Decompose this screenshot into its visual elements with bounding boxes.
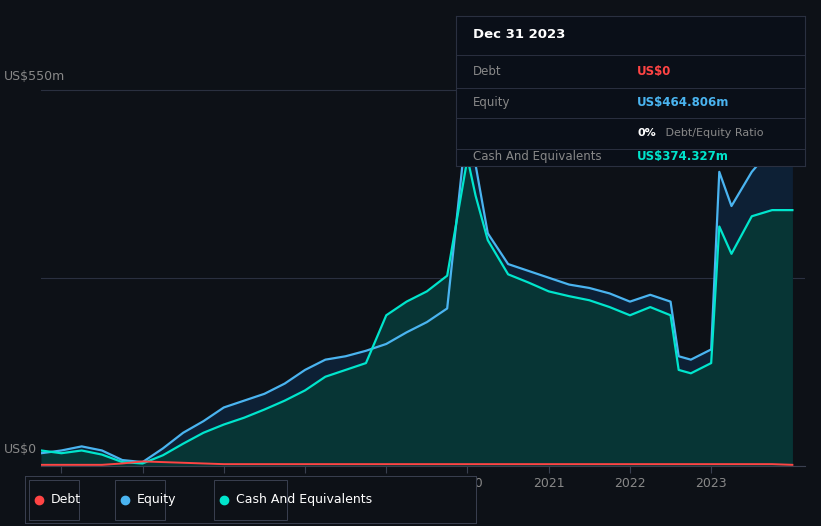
Text: Debt/Equity Ratio: Debt/Equity Ratio xyxy=(662,128,763,138)
Text: 0%: 0% xyxy=(637,128,656,138)
Text: Debt: Debt xyxy=(51,493,81,506)
Text: US$550m: US$550m xyxy=(4,70,66,83)
Text: US$374.327m: US$374.327m xyxy=(637,150,729,163)
Text: US$0: US$0 xyxy=(637,65,672,78)
Text: Equity: Equity xyxy=(136,493,177,506)
Text: US$0: US$0 xyxy=(4,443,37,456)
Text: US$464.806m: US$464.806m xyxy=(637,96,730,109)
Text: Dec 31 2023: Dec 31 2023 xyxy=(473,28,566,41)
Text: Debt: Debt xyxy=(473,65,502,78)
Text: Cash And Equivalents: Cash And Equivalents xyxy=(473,150,602,163)
Text: Equity: Equity xyxy=(473,96,511,109)
Text: Cash And Equivalents: Cash And Equivalents xyxy=(236,493,372,506)
